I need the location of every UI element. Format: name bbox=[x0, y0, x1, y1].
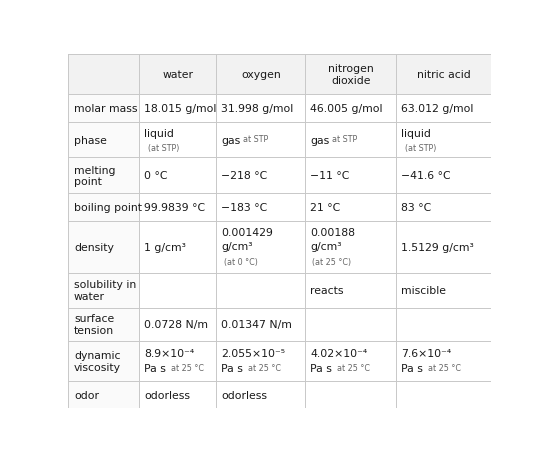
Text: 0.01347 N/m: 0.01347 N/m bbox=[222, 319, 292, 330]
Text: 0.001429: 0.001429 bbox=[222, 228, 274, 238]
Text: 0 °C: 0 °C bbox=[145, 171, 168, 181]
Text: −11 °C: −11 °C bbox=[310, 171, 349, 181]
Text: 46.005 g/mol: 46.005 g/mol bbox=[310, 104, 383, 114]
Text: reacts: reacts bbox=[310, 285, 344, 296]
Text: 0.00188: 0.00188 bbox=[310, 228, 355, 238]
Text: (at 0 °C): (at 0 °C) bbox=[223, 257, 257, 267]
Text: odorless: odorless bbox=[222, 390, 268, 400]
Text: 1 g/cm³: 1 g/cm³ bbox=[145, 242, 186, 252]
Text: oxygen: oxygen bbox=[241, 70, 281, 80]
Text: 31.998 g/mol: 31.998 g/mol bbox=[222, 104, 294, 114]
Text: 2.055×10⁻⁵: 2.055×10⁻⁵ bbox=[222, 348, 286, 358]
Text: molar mass: molar mass bbox=[74, 104, 138, 114]
Text: boiling point: boiling point bbox=[74, 203, 142, 213]
Text: Pa s: Pa s bbox=[222, 363, 244, 373]
Text: at STP: at STP bbox=[244, 135, 269, 144]
Text: 1.5129 g/cm³: 1.5129 g/cm³ bbox=[401, 242, 474, 252]
Text: liquid: liquid bbox=[401, 129, 431, 139]
Text: (at STP): (at STP) bbox=[405, 144, 436, 153]
Text: 99.9839 °C: 99.9839 °C bbox=[145, 203, 205, 213]
Text: at STP: at STP bbox=[333, 135, 358, 144]
Text: 7.6×10⁻⁴: 7.6×10⁻⁴ bbox=[401, 348, 452, 358]
Text: miscible: miscible bbox=[401, 285, 446, 296]
Text: solubility in
water: solubility in water bbox=[74, 280, 136, 302]
Text: Pa s: Pa s bbox=[145, 363, 167, 373]
Text: g/cm³: g/cm³ bbox=[310, 241, 342, 252]
Text: at 25 °C: at 25 °C bbox=[171, 363, 204, 372]
Text: at 25 °C: at 25 °C bbox=[248, 363, 281, 372]
Text: g/cm³: g/cm³ bbox=[222, 241, 253, 252]
Text: nitric acid: nitric acid bbox=[417, 70, 471, 80]
Text: 21 °C: 21 °C bbox=[310, 203, 341, 213]
Text: nitrogen
dioxide: nitrogen dioxide bbox=[328, 64, 373, 86]
Text: gas: gas bbox=[310, 135, 330, 146]
Text: 0.0728 N/m: 0.0728 N/m bbox=[145, 319, 209, 330]
Text: 8.9×10⁻⁴: 8.9×10⁻⁴ bbox=[145, 348, 195, 358]
Text: −41.6 °C: −41.6 °C bbox=[401, 171, 451, 181]
Text: odorless: odorless bbox=[145, 390, 191, 400]
Text: −218 °C: −218 °C bbox=[222, 171, 268, 181]
Text: water: water bbox=[162, 70, 193, 80]
Text: 4.02×10⁻⁴: 4.02×10⁻⁴ bbox=[310, 348, 367, 358]
Bar bbox=[68, 95, 139, 409]
Text: at 25 °C: at 25 °C bbox=[336, 363, 370, 372]
Text: (at 25 °C): (at 25 °C) bbox=[312, 257, 352, 267]
Text: 18.015 g/mol: 18.015 g/mol bbox=[145, 104, 217, 114]
Text: at 25 °C: at 25 °C bbox=[428, 363, 460, 372]
Text: surface
tension: surface tension bbox=[74, 314, 114, 335]
Bar bbox=[68, 55, 491, 95]
Text: density: density bbox=[74, 242, 114, 252]
Text: melting
point: melting point bbox=[74, 165, 115, 187]
Text: Pa s: Pa s bbox=[310, 363, 332, 373]
Text: (at STP): (at STP) bbox=[148, 144, 179, 153]
Text: −183 °C: −183 °C bbox=[222, 203, 268, 213]
Text: dynamic
viscosity: dynamic viscosity bbox=[74, 350, 121, 372]
Text: gas: gas bbox=[222, 135, 241, 146]
Text: liquid: liquid bbox=[145, 129, 174, 139]
Text: 83 °C: 83 °C bbox=[401, 203, 431, 213]
Text: phase: phase bbox=[74, 135, 107, 146]
Text: Pa s: Pa s bbox=[401, 363, 423, 373]
Text: 63.012 g/mol: 63.012 g/mol bbox=[401, 104, 473, 114]
Text: odor: odor bbox=[74, 390, 99, 400]
